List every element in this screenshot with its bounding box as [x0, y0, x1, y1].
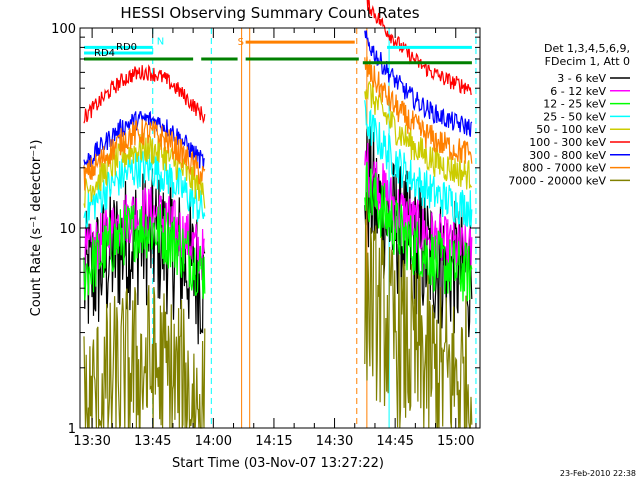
legend-entry-4: 50 - 100 keV: [536, 123, 606, 136]
series-line-6-seg-1: [364, 30, 473, 137]
series-line-3-seg-1: [364, 100, 473, 227]
legend-entry-5: 100 - 300 keV: [529, 136, 606, 149]
series-line-5-seg-0: [83, 64, 206, 124]
x-tick-label-1: 13:45: [134, 434, 171, 449]
series-line-8-seg-1: [364, 219, 473, 429]
series-group: [83, 0, 473, 429]
series-line-4-seg-1: [364, 80, 473, 190]
series-line-1-seg-1: [364, 142, 473, 273]
y-tick-label-2: 100: [51, 22, 76, 37]
flag-bar-label-3: RD4: [94, 48, 115, 59]
legend-entry-7: 800 - 7000 keV: [522, 162, 606, 175]
x-tick-label-6: 15:00: [437, 434, 474, 449]
x-axis: 13:30 13:45 14:00 14:15 14:30 14:45 15:00: [73, 28, 477, 449]
y-axis-label: Count Rate (s⁻¹ detector⁻¹): [29, 140, 44, 317]
legend-header-1: FDecim 1, Att 0: [545, 55, 630, 68]
flag-bar-label-2: RD0: [116, 42, 137, 53]
series-line-2-seg-0: [83, 204, 206, 301]
x-tick-label-4: 14:30: [316, 434, 353, 449]
flag-bar-label-0: N: [157, 36, 164, 47]
y-axis: 1 10 100: [51, 22, 480, 437]
y-tick-label-0: 1: [68, 422, 76, 437]
series-line-8-seg-0: [83, 285, 206, 429]
series-line-2-seg-1: [364, 161, 473, 302]
x-tick-label-0: 13:30: [73, 434, 110, 449]
footer-timestamp: 23-Feb-2010 22:38: [560, 469, 636, 478]
x-tick-label-5: 14:45: [376, 434, 413, 449]
x-tick-label-2: 14:00: [195, 434, 232, 449]
legend-entry-0: 3 - 6 keV: [557, 72, 606, 85]
legend-entry-3: 25 - 50 keV: [543, 110, 606, 123]
series-line-3-seg-0: [83, 151, 206, 229]
legend: Det 1,3,4,5,6,9,FDecim 1, Att 0 3 - 6 keV…: [508, 42, 630, 187]
series-line-7-seg-1: [364, 56, 473, 164]
series-line-7-seg-0: [83, 119, 206, 191]
legend-entry-8: 7000 - 20000 keV: [508, 174, 606, 187]
legend-entry-6: 300 - 800 keV: [529, 149, 606, 162]
legend-entry-2: 12 - 25 keV: [543, 98, 606, 111]
chart-title: HESSI Observing Summary Count Rates: [120, 4, 419, 22]
legend-header-0: Det 1,3,4,5,6,9,: [544, 42, 630, 55]
y-tick-label-1: 10: [59, 222, 76, 237]
x-tick-label-3: 14:15: [255, 434, 292, 449]
x-axis-label: Start Time (03-Nov-07 13:27:22): [172, 456, 384, 471]
flag-bar-label-7: S: [238, 37, 244, 48]
legend-entry-1: 6 - 12 keV: [550, 85, 606, 98]
